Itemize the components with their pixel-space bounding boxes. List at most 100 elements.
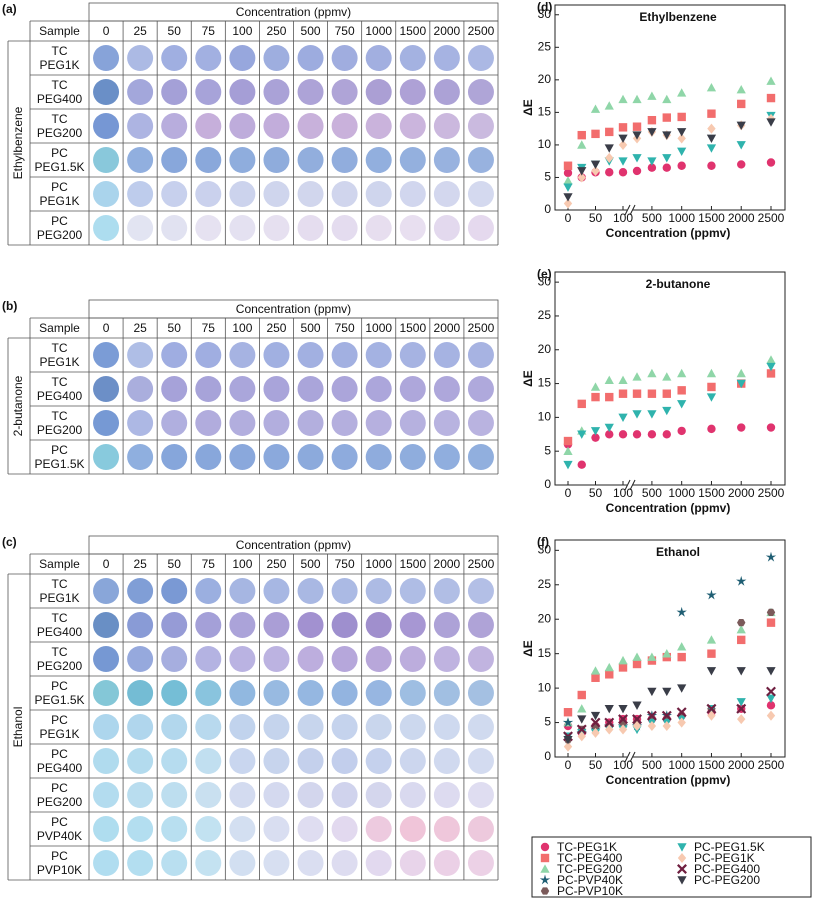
sensor-spot — [399, 646, 426, 672]
sensor-spot — [331, 181, 358, 207]
sensor-spot — [467, 215, 494, 241]
sensor-spot — [161, 748, 188, 774]
data-point — [618, 94, 628, 104]
legend-marker — [540, 842, 550, 852]
column-label: 500 — [301, 321, 321, 335]
data-point — [766, 76, 776, 85]
table-header: Concentration (ppmv) — [236, 538, 351, 552]
sensor-spot — [331, 113, 358, 139]
sensor-spot — [161, 782, 188, 808]
sensor-spot — [195, 215, 222, 241]
sensor-spot — [127, 680, 154, 706]
data-point — [577, 130, 586, 140]
data-point — [662, 389, 671, 398]
data-point — [737, 714, 746, 725]
sensor-spot — [127, 113, 154, 139]
sensor-spot — [263, 612, 290, 638]
sensor-spot — [365, 646, 392, 672]
data-point — [618, 663, 628, 672]
sensor-spot — [195, 181, 222, 207]
sensor-spot — [433, 376, 460, 402]
sensor-spot — [467, 578, 494, 604]
data-point — [632, 94, 642, 104]
sensor-spot — [297, 113, 324, 139]
axis-break — [624, 479, 631, 491]
data-point — [766, 618, 776, 627]
data-point — [563, 741, 573, 752]
sensor-spot — [399, 782, 426, 808]
sensor-spot — [127, 181, 154, 207]
sensor-spot — [93, 79, 120, 105]
sensor-spot — [195, 816, 222, 842]
sensor-spot — [399, 578, 426, 604]
sample-name: TC — [52, 409, 68, 423]
x-tick-label: 2500 — [758, 486, 785, 500]
sensor-spot — [297, 748, 324, 774]
sensor-spot — [433, 748, 460, 774]
data-point — [632, 389, 642, 398]
data-point — [736, 698, 746, 707]
y-axis-label: ΔE — [521, 370, 535, 387]
sensor-spot — [93, 215, 120, 241]
sensor-spot — [93, 444, 120, 470]
data-point — [604, 717, 615, 728]
sensor-spot — [127, 147, 154, 173]
data-point — [590, 427, 601, 436]
sample-name: PC — [51, 679, 68, 693]
sensor-spot — [229, 376, 256, 402]
data-point — [618, 704, 628, 714]
sample-name: PC — [51, 443, 68, 457]
column-label: 2500 — [468, 321, 495, 335]
x-tick-label: 0 — [565, 211, 572, 225]
sensor-spot — [297, 816, 324, 842]
sample-name: PEG1K — [39, 727, 79, 741]
sensor-spot — [161, 45, 188, 71]
sensor-spot — [161, 816, 188, 842]
data-point — [647, 368, 657, 378]
sensor-spot — [467, 816, 494, 842]
sensor-spot — [263, 714, 290, 740]
sensor-spot — [467, 714, 494, 740]
sample-name: PEG1.5K — [34, 457, 84, 471]
sensor-spot — [297, 79, 324, 105]
panel-label: (b) — [2, 299, 17, 313]
sample-name: PVP40K — [37, 829, 82, 843]
sensor-spot — [93, 816, 120, 842]
column-label: 250 — [266, 557, 286, 571]
sensor-spot — [467, 748, 494, 774]
sensor-spot — [127, 444, 154, 470]
data-point — [766, 423, 776, 432]
data-point — [632, 131, 642, 140]
data-point — [736, 141, 746, 150]
sensor-spot — [433, 680, 460, 706]
sample-name: PEG200 — [37, 228, 83, 242]
y-axis-label: ΔE — [521, 99, 535, 116]
column-label: 1000 — [365, 24, 392, 38]
sample-name: PEG1K — [39, 194, 79, 208]
sensor-spot — [263, 850, 290, 876]
data-point — [766, 158, 776, 167]
sensor-spot — [161, 181, 188, 207]
sensor-spot — [467, 147, 494, 173]
sensor-spot — [433, 113, 460, 139]
data-point — [618, 655, 628, 665]
sensor-spot — [195, 646, 222, 672]
sensor-spot — [331, 342, 358, 368]
data-point — [591, 433, 600, 442]
sensor-spot — [195, 444, 222, 470]
data-point — [707, 649, 716, 658]
sensor-spot — [365, 181, 392, 207]
sensor-spot — [161, 215, 188, 241]
plot-frame — [554, 271, 786, 486]
sensor-spot — [127, 45, 154, 71]
axis-break-gap — [627, 483, 634, 487]
data-point — [632, 154, 642, 163]
data-point — [766, 694, 776, 704]
data-point — [618, 157, 628, 166]
axis-break — [624, 204, 631, 216]
x-tick-label: 100 — [613, 486, 633, 500]
sensor-spot — [297, 147, 324, 173]
column-label: 25 — [133, 557, 147, 571]
data-point — [707, 161, 716, 170]
sensor-spot — [297, 578, 324, 604]
